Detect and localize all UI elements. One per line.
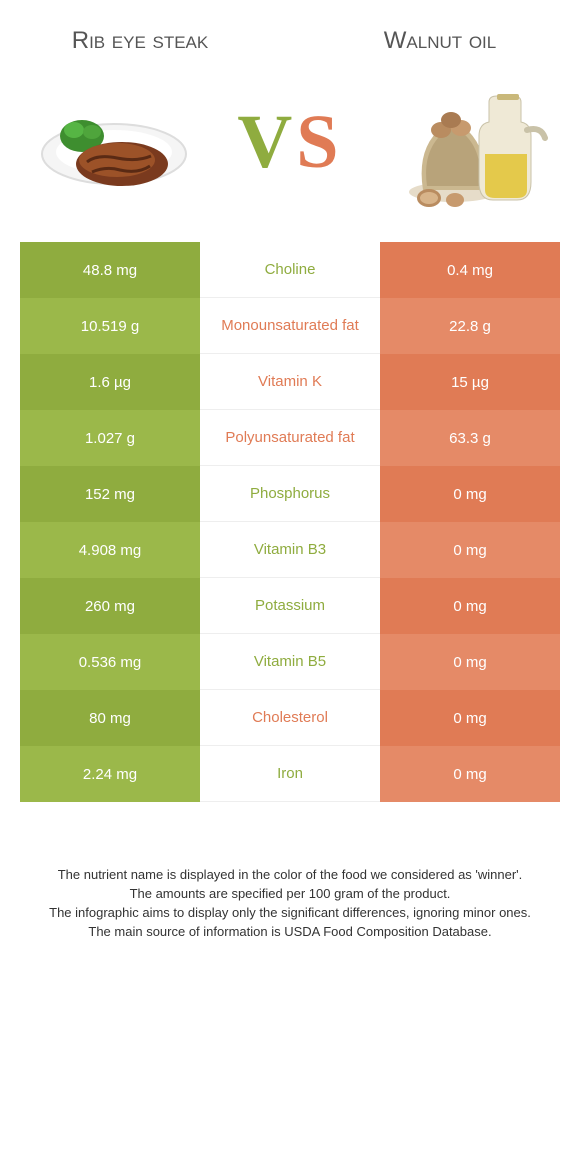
footer-line: The nutrient name is displayed in the co… [28, 866, 552, 885]
right-value: 22.8 g [380, 298, 560, 354]
nutrient-label: Iron [200, 746, 380, 802]
left-food-title: Rib eye steak [40, 28, 240, 54]
table-row: 10.519 gMonounsaturated fat22.8 g [20, 298, 560, 354]
left-value: 4.908 mg [20, 522, 200, 578]
nutrient-label: Vitamin B3 [200, 522, 380, 578]
vs-s: S [296, 99, 342, 186]
left-value: 48.8 mg [20, 242, 200, 298]
header: Rib eye steak Walnut oil [0, 0, 580, 62]
nutrient-label: Polyunsaturated fat [200, 410, 380, 466]
table-row: 2.24 mgIron0 mg [20, 746, 560, 802]
images-row: VS [0, 62, 580, 242]
table-row: 152 mgPhosphorus0 mg [20, 466, 560, 522]
left-value: 260 mg [20, 578, 200, 634]
nutrient-label: Phosphorus [200, 466, 380, 522]
right-value: 63.3 g [380, 410, 560, 466]
nutrient-label: Potassium [200, 578, 380, 634]
left-value: 2.24 mg [20, 746, 200, 802]
right-value: 0.4 mg [380, 242, 560, 298]
nutrient-label: Vitamin K [200, 354, 380, 410]
right-value: 0 mg [380, 746, 560, 802]
vs-label: VS [237, 99, 342, 186]
nutrient-label: Cholesterol [200, 690, 380, 746]
nutrient-table: 48.8 mgCholine0.4 mg10.519 gMonounsatura… [20, 242, 560, 802]
right-food-image [388, 72, 558, 212]
footer-line: The amounts are specified per 100 gram o… [28, 885, 552, 904]
table-row: 4.908 mgVitamin B30 mg [20, 522, 560, 578]
nutrient-label: Monounsaturated fat [200, 298, 380, 354]
table-row: 80 mgCholesterol0 mg [20, 690, 560, 746]
right-value: 0 mg [380, 466, 560, 522]
footer-line: The infographic aims to display only the… [28, 904, 552, 923]
left-value: 10.519 g [20, 298, 200, 354]
footer-notes: The nutrient name is displayed in the co… [0, 802, 580, 961]
right-food-title: Walnut oil [340, 28, 540, 54]
right-value: 0 mg [380, 690, 560, 746]
table-row: 48.8 mgCholine0.4 mg [20, 242, 560, 298]
footer-line: The main source of information is USDA F… [28, 923, 552, 942]
table-row: 1.027 gPolyunsaturated fat63.3 g [20, 410, 560, 466]
right-value: 0 mg [380, 578, 560, 634]
right-value: 15 µg [380, 354, 560, 410]
left-value: 80 mg [20, 690, 200, 746]
table-row: 0.536 mgVitamin B50 mg [20, 634, 560, 690]
table-row: 1.6 µgVitamin K15 µg [20, 354, 560, 410]
right-value: 0 mg [380, 522, 560, 578]
left-value: 152 mg [20, 466, 200, 522]
vs-v: V [237, 99, 296, 186]
left-food-image [22, 72, 192, 212]
nutrient-label: Choline [200, 242, 380, 298]
left-value: 0.536 mg [20, 634, 200, 690]
table-row: 260 mgPotassium0 mg [20, 578, 560, 634]
left-value: 1.6 µg [20, 354, 200, 410]
nutrient-label: Vitamin B5 [200, 634, 380, 690]
right-value: 0 mg [380, 634, 560, 690]
left-value: 1.027 g [20, 410, 200, 466]
